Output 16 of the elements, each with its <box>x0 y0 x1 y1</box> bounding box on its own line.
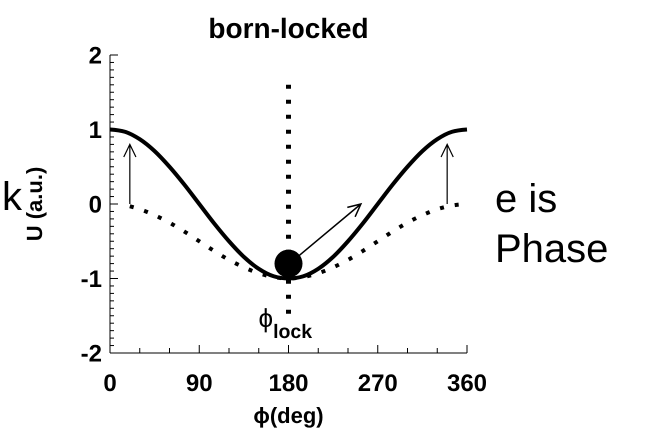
y-tick-label: 2 <box>88 42 102 70</box>
y-tick-label: -2 <box>80 340 102 368</box>
ref-line-label: ϕ$_{lock}$ <box>258 302 312 343</box>
text: k <box>2 175 23 219</box>
x-tick-label: 270 <box>358 370 398 397</box>
x-tick-label: 90 <box>186 370 213 397</box>
y-tick-label: -1 <box>80 266 102 293</box>
x-axis-title: ϕ(deg) <box>253 403 324 428</box>
x-tick-label: 180 <box>268 370 309 397</box>
text: Phase <box>495 227 608 271</box>
chart-title: born-locked <box>208 13 369 44</box>
y-tick-label: 0 <box>88 191 102 218</box>
y-tick-label: 1 <box>88 116 102 144</box>
text: e is <box>495 177 558 221</box>
y-axis-title: U (a.u.) <box>22 166 47 242</box>
x-tick-label: 360 <box>446 370 488 397</box>
